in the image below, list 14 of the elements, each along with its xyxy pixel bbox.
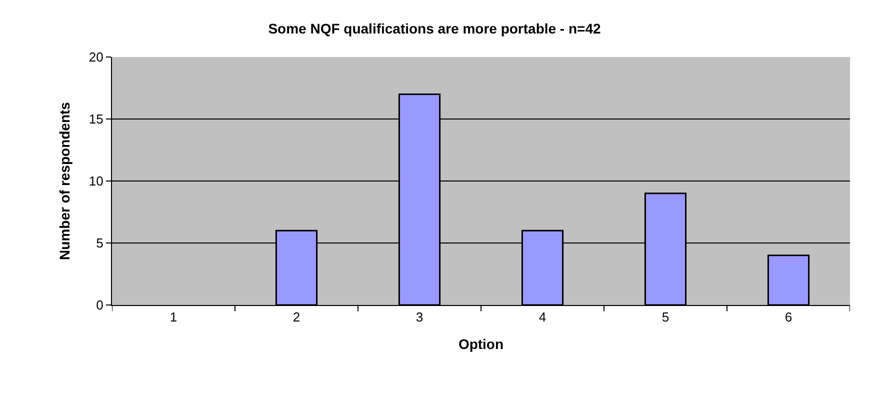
y-tick-label: 15 (88, 112, 104, 127)
y-tick-label: 10 (88, 174, 104, 189)
x-tick-label: 5 (662, 310, 670, 325)
x-tick-label: 3 (416, 310, 424, 325)
x-tick-label: 2 (292, 310, 300, 325)
y-tick-label: 0 (96, 298, 104, 313)
x-tick-label: 1 (170, 310, 178, 325)
y-tick-label: 20 (88, 50, 104, 65)
x-axis-title: Option (458, 336, 504, 352)
chart-title: Some NQF qualifications are more portable - n=42 (268, 20, 601, 37)
x-tick-label: 6 (784, 310, 792, 325)
x-tick-label: 4 (538, 310, 546, 325)
y-axis-title: Number of respondents (56, 102, 73, 260)
y-tick-label: 5 (96, 236, 104, 251)
